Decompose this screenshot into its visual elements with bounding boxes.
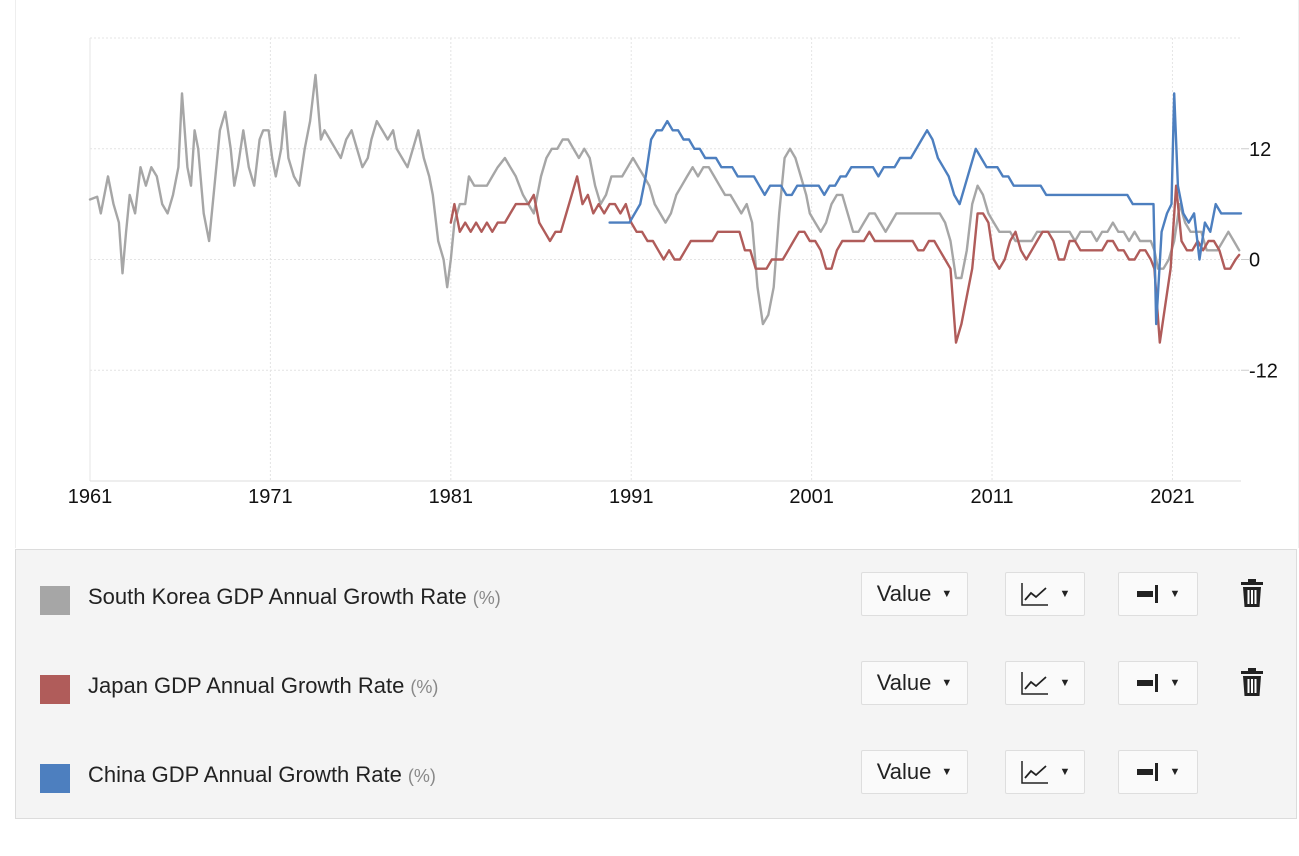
series-label: South Korea GDP Annual Growth Rate (%) bbox=[88, 584, 501, 610]
line-chart-icon bbox=[1020, 583, 1048, 606]
caret-down-icon: ▼ bbox=[941, 766, 953, 778]
value-dropdown-label: Value bbox=[876, 581, 932, 606]
right-axis-icon bbox=[1136, 674, 1158, 692]
axis-dropdown[interactable]: ▼ bbox=[1118, 661, 1198, 705]
caret-down-icon: ▼ bbox=[1059, 588, 1071, 600]
series-color-swatch bbox=[40, 675, 70, 704]
x-tick-label: 1971 bbox=[248, 486, 293, 508]
series-name: South Korea GDP Annual Growth Rate bbox=[88, 584, 467, 609]
caret-down-icon: ▼ bbox=[1059, 677, 1071, 689]
value-dropdown[interactable]: Value ▼ bbox=[861, 750, 968, 794]
legend-row-south-korea: South Korea GDP Annual Growth Rate (%) Va… bbox=[16, 550, 1296, 616]
caret-down-icon: ▼ bbox=[941, 588, 953, 600]
x-tick-label: 2021 bbox=[1150, 486, 1195, 508]
series-color-swatch bbox=[40, 586, 70, 615]
caret-down-icon: ▼ bbox=[1169, 588, 1181, 600]
caret-down-icon: ▼ bbox=[1169, 766, 1181, 778]
series-color-swatch bbox=[40, 764, 70, 793]
legend-row-china: China GDP Annual Growth Rate (%) Value ▼ ▼… bbox=[16, 728, 1296, 794]
series-unit: (%) bbox=[407, 766, 436, 786]
axis-dropdown[interactable]: ▼ bbox=[1118, 750, 1198, 794]
series-line-japan bbox=[449, 175, 1241, 344]
chart-type-dropdown[interactable]: ▼ bbox=[1005, 572, 1085, 616]
value-dropdown[interactable]: Value ▼ bbox=[861, 661, 968, 705]
right-axis-icon bbox=[1136, 763, 1158, 781]
series-unit: (%) bbox=[410, 677, 439, 697]
y-tick-label: -12 bbox=[1249, 360, 1278, 382]
series-unit: (%) bbox=[472, 588, 501, 608]
value-dropdown-label: Value bbox=[876, 670, 932, 695]
series-line-china bbox=[608, 92, 1243, 326]
caret-down-icon: ▼ bbox=[941, 677, 953, 689]
series-label: Japan GDP Annual Growth Rate (%) bbox=[88, 673, 438, 699]
line-chart-icon bbox=[1020, 672, 1048, 695]
line-chart-icon bbox=[1020, 761, 1048, 784]
chart-type-dropdown[interactable]: ▼ bbox=[1005, 661, 1085, 705]
value-dropdown[interactable]: Value ▼ bbox=[861, 572, 968, 616]
axis-dropdown[interactable]: ▼ bbox=[1118, 572, 1198, 616]
legend-row-japan: Japan GDP Annual Growth Rate (%) Value ▼ ▼… bbox=[16, 639, 1296, 705]
y-tick-label: 0 bbox=[1249, 250, 1260, 272]
series-name: China GDP Annual Growth Rate bbox=[88, 762, 402, 787]
x-tick-label: 1961 bbox=[68, 486, 113, 508]
caret-down-icon: ▼ bbox=[1169, 677, 1181, 689]
value-dropdown-label: Value bbox=[876, 759, 932, 784]
right-axis-icon bbox=[1136, 585, 1158, 603]
x-tick-label: 2011 bbox=[971, 486, 1014, 508]
trash-icon[interactable] bbox=[1240, 578, 1264, 608]
series-line-south-korea bbox=[88, 73, 1241, 326]
caret-down-icon: ▼ bbox=[1059, 766, 1071, 778]
series-label: China GDP Annual Growth Rate (%) bbox=[88, 762, 436, 788]
trash-icon[interactable] bbox=[1240, 667, 1264, 697]
chart-type-dropdown[interactable]: ▼ bbox=[1005, 750, 1085, 794]
series-name: Japan GDP Annual Growth Rate bbox=[88, 673, 405, 698]
x-tick-label: 1981 bbox=[429, 486, 474, 508]
y-tick-label: 12 bbox=[1249, 139, 1271, 161]
chart-container: 1961 1971 1981 1991 2001 2011 2021 12 0 -12 bbox=[15, 0, 1299, 548]
x-tick-label: 1991 bbox=[609, 486, 654, 508]
line-chart[interactable]: 1961 1971 1981 1991 2001 2011 2021 12 0 -12 bbox=[16, 0, 1298, 548]
x-tick-label: 2001 bbox=[789, 486, 834, 508]
legend-panel: South Korea GDP Annual Growth Rate (%) Va… bbox=[15, 549, 1297, 819]
